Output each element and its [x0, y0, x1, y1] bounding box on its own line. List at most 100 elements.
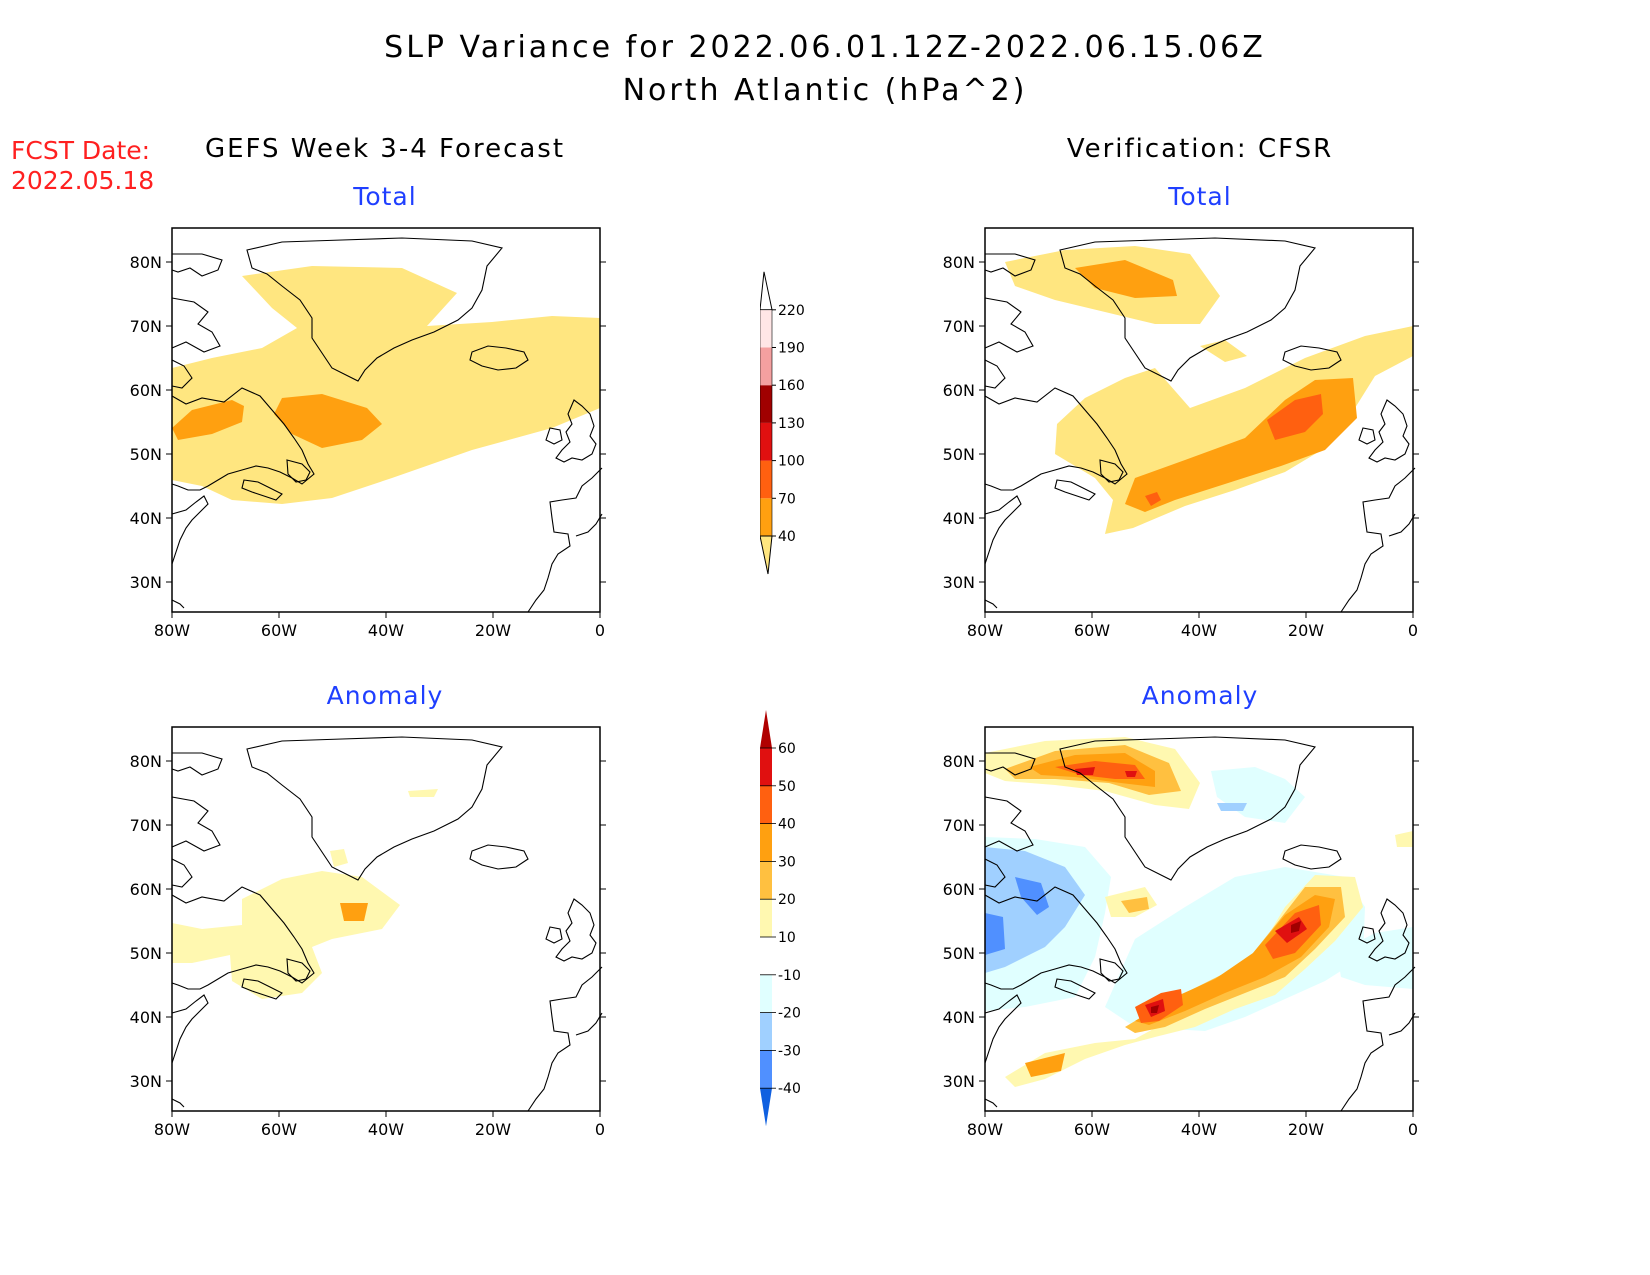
lon-label: 40W [1181, 1120, 1217, 1139]
map-axes: 80N 70N 60N 50N 40N 30N 80W 60W 40W 20W 0 [130, 253, 606, 640]
cfsr-total-map: 80N 70N 60N 50N 40N 30N 80W 60W 40W 20W 0 [943, 227, 1419, 640]
lat-label: 50N [943, 944, 975, 963]
colorbar-label: 100 [778, 454, 805, 470]
contour-100-130-small [1145, 492, 1161, 506]
lon-label: 0 [1408, 1120, 1418, 1139]
contour-50-60-north [1075, 767, 1137, 777]
gefs-total-shading [172, 266, 600, 504]
colorbar-swatch [760, 823, 772, 862]
lat-label: 80N [943, 752, 975, 771]
colorbar-swatch [760, 460, 772, 499]
contour-minus10-minus20-east [1337, 927, 1413, 989]
lon-label: 40W [368, 1120, 404, 1139]
colorbar-swatch [760, 347, 772, 386]
colorbar-label: 220 [778, 303, 805, 319]
lat-label: 30N [943, 573, 975, 592]
colorbar-label: -10 [778, 968, 801, 984]
lat-label: 40N [943, 509, 975, 528]
lon-label: 40W [368, 621, 404, 640]
contour-100-130 [1267, 394, 1323, 440]
lat-label: 30N [130, 1072, 162, 1091]
colorbar-label: -30 [778, 1043, 801, 1059]
contour-10-20-small-2 [330, 849, 348, 867]
lat-label: 30N [130, 573, 162, 592]
lat-label: 50N [130, 944, 162, 963]
anomaly-colorbar-swatches: 60 50 40 30 20 10 -10 -20 -30 -40 [760, 710, 801, 1127]
forecast-date-label: FCST Date: 2022.05.18 [11, 136, 154, 196]
contour-10-20-east [1395, 831, 1413, 847]
gefs-total-map: 80N 70N 60N 50N 40N 30N 80W 60W 40W 20W 0 [130, 227, 606, 640]
lon-label: 60W [261, 1120, 297, 1139]
contour-10-20-small [408, 789, 438, 797]
lon-label: 20W [1288, 1120, 1324, 1139]
forecast-date-caption: FCST Date: [11, 136, 151, 165]
cfsr-anomaly-shading [985, 737, 1413, 1087]
colorbar-label: 10 [778, 930, 796, 946]
colorbar-label: 40 [778, 817, 796, 833]
contour-minus30-minus40-a [1015, 877, 1049, 915]
colorbar-swatch [760, 385, 772, 423]
lon-label: 80W [154, 1120, 190, 1139]
lat-label: 50N [130, 445, 162, 464]
colorbar-label: 160 [778, 378, 805, 394]
colorbar-top-arrow [760, 271, 773, 311]
colorbar-bottom-arrow [760, 1088, 772, 1127]
colorbar-swatch [760, 498, 772, 536]
lon-label: 60W [261, 621, 297, 640]
lat-label: 60N [943, 880, 975, 899]
colorbar-top-arrow [760, 710, 772, 748]
contour-40-50-north [1055, 761, 1145, 779]
lat-label: 80N [943, 253, 975, 272]
colorbar-swatch [760, 748, 772, 786]
lon-label: 0 [595, 1120, 605, 1139]
lon-label: 80W [967, 621, 1003, 640]
lon-label: 60W [1074, 621, 1110, 640]
lat-label: 70N [130, 816, 162, 835]
cfsr-total-shading [1005, 246, 1413, 534]
lat-label: 70N [130, 317, 162, 336]
lat-label: 80N [130, 752, 162, 771]
colorbar-swatch [760, 974, 772, 1013]
gefs-anomaly-map: 80N 70N 60N 50N 40N 30N 80W 60W 40W 20W 0 [130, 726, 606, 1139]
colorbar-label: 20 [778, 892, 796, 908]
lat-label: 40N [943, 1008, 975, 1027]
right-column-header: Verification: CFSR [1066, 134, 1334, 164]
colorbar-label: 70 [778, 491, 796, 507]
gefs-anomaly-shading [172, 789, 438, 999]
contour-70-100-north [1075, 260, 1177, 298]
contour-minus20-minus30-north [1217, 803, 1247, 811]
colorbar-label: 130 [778, 416, 805, 432]
lon-label: 80W [967, 1120, 1003, 1139]
colorbar-swatch [760, 1050, 772, 1089]
lat-label: 60N [130, 381, 162, 400]
lon-label: 20W [475, 1120, 511, 1139]
colorbar-swatch [760, 861, 772, 900]
contour-70-100-b [172, 400, 244, 440]
left-anomaly-subtitle: Anomaly [326, 681, 444, 710]
colorbar-swatch [760, 422, 772, 461]
lat-label: 80N [130, 253, 162, 272]
lon-label: 60W [1074, 1120, 1110, 1139]
total-colorbar-swatches: 40 70 100 130 160 190 220 [760, 271, 805, 575]
left-column-header: GEFS Week 3-4 Forecast [204, 134, 566, 164]
colorbar-label: 30 [778, 854, 796, 870]
lat-label: 70N [943, 317, 975, 336]
lon-label: 0 [595, 621, 605, 640]
contour-minus30-minus40-b [985, 913, 1005, 955]
colorbar-swatch [760, 309, 772, 348]
colorbar-bottom-arrow [760, 535, 773, 575]
forecast-date-value: 2022.05.18 [11, 166, 155, 195]
contour-30-40-far-sw [1025, 1053, 1065, 1077]
total-colorbar: 40 70 100 130 160 190 220 [760, 271, 805, 575]
lon-label: 0 [1408, 621, 1418, 640]
cfsr-anomaly-map: 80N 70N 60N 50N 40N 30N 80W 60W 40W 20W 0 [943, 726, 1419, 1139]
lat-label: 60N [943, 381, 975, 400]
contour-30-40 [340, 903, 368, 921]
figure-title-line2: North Atlantic (hPa^2) [622, 73, 1028, 108]
colorbar-label: 50 [778, 779, 796, 795]
left-total-subtitle: Total [353, 182, 417, 211]
colorbar-label: 190 [778, 341, 805, 357]
lat-label: 30N [943, 1072, 975, 1091]
colorbar-label: 40 [778, 529, 796, 545]
colorbar-label: -20 [778, 1006, 801, 1022]
